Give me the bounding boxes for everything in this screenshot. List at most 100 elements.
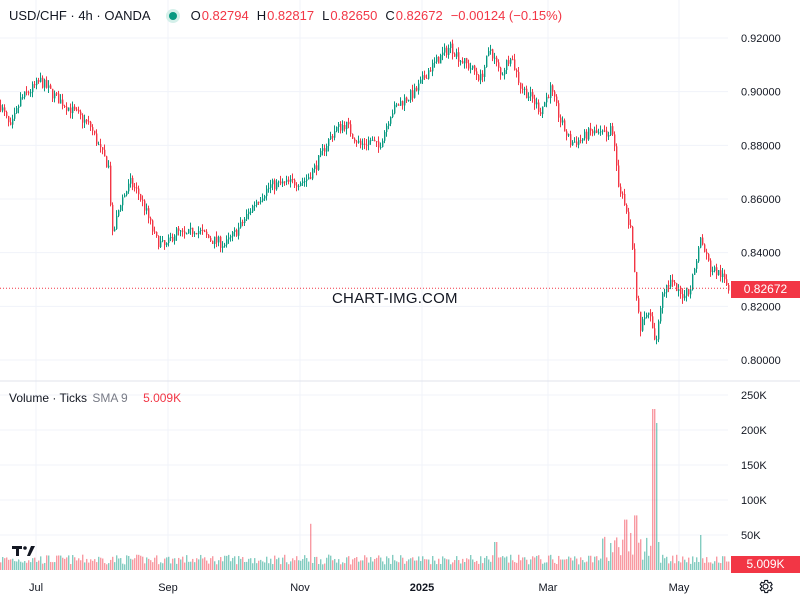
candle-body [140, 194, 142, 200]
volume-bar [146, 557, 148, 570]
volume-bar [172, 558, 174, 570]
candle-body [670, 279, 672, 287]
candle-body [46, 79, 48, 88]
volume-bar [204, 557, 206, 570]
candle-body [226, 239, 228, 245]
volume-bar [540, 559, 542, 570]
volume-bar [416, 560, 418, 570]
volume-bar [220, 557, 222, 570]
volume-bar [66, 557, 68, 570]
volume-bar [216, 564, 218, 570]
volume-bar [222, 561, 224, 570]
volume-bar [316, 556, 318, 570]
volume-bar [118, 558, 120, 570]
volume-bar [242, 557, 244, 570]
candle-body [86, 119, 88, 122]
volume-bar [556, 564, 558, 570]
volume-bar [498, 557, 500, 570]
candle-body [214, 236, 216, 244]
candle-body [560, 117, 562, 123]
candle-body [62, 99, 64, 107]
volume-bar [150, 560, 152, 570]
candle-body [686, 289, 688, 296]
volume-bar [286, 562, 288, 570]
volume-bar [274, 555, 276, 570]
candle-body [488, 50, 490, 56]
volume-bar [230, 561, 232, 570]
volume-bar [196, 558, 198, 570]
volume-bar [174, 558, 176, 570]
candle-body [356, 141, 358, 143]
candle-body [316, 165, 318, 170]
volume-bar [54, 562, 56, 570]
candle-body [332, 136, 334, 138]
candle-body [70, 107, 72, 114]
candle-body [652, 316, 654, 329]
volume-bar [438, 558, 440, 570]
candle-body [36, 79, 38, 86]
volume-bar [32, 558, 34, 570]
candle-body [144, 200, 146, 211]
candle-body [274, 180, 276, 190]
candle-body [412, 90, 414, 98]
volume-bar [240, 558, 242, 570]
candle-body [286, 179, 288, 182]
volume-bar [500, 557, 502, 570]
candle-body [358, 140, 360, 143]
volume-bar [612, 552, 614, 570]
volume-bar [404, 563, 406, 570]
candle-body [294, 179, 296, 186]
volume-bar [610, 543, 612, 570]
candle-body [336, 126, 338, 132]
candle-body [506, 60, 508, 71]
price-tick-label: 0.88000 [741, 140, 781, 152]
volume-tick-label: 100K [741, 495, 767, 507]
candle-body [572, 142, 574, 146]
volume-bar [602, 538, 604, 570]
candle-body [496, 57, 498, 63]
candle-body [88, 121, 90, 123]
volume-bar [306, 558, 308, 570]
volume-legend[interactable]: Volume · Ticks SMA 9 5.009K [9, 391, 181, 405]
volume-bar [78, 558, 80, 570]
candle-body [198, 231, 200, 235]
candle-body [494, 57, 496, 59]
volume-bar [680, 562, 682, 570]
candle-body [302, 181, 304, 184]
volume-bar [22, 562, 24, 570]
volume-bar [626, 519, 628, 570]
market-status-dot[interactable] [168, 11, 177, 20]
candle-body [118, 210, 120, 216]
candle-body [662, 293, 664, 308]
volume-bar [226, 555, 228, 570]
candle-body [112, 204, 114, 232]
candle-body [450, 43, 452, 49]
candle-body [110, 165, 112, 205]
gear-icon[interactable] [757, 578, 774, 595]
candle-body [664, 292, 666, 294]
candle-body [472, 65, 474, 69]
volume-bar [456, 556, 458, 570]
candle-body [196, 233, 198, 235]
volume-bar [14, 561, 16, 570]
candle-body [672, 279, 674, 282]
candle-body [446, 47, 448, 55]
candle-body [566, 131, 568, 136]
candle-body [22, 97, 24, 99]
candle-body [564, 120, 566, 132]
candle-body [104, 149, 106, 157]
symbol-title[interactable]: USD/CHF · 4h · OANDA [9, 8, 151, 23]
volume-bar [56, 555, 58, 570]
candle-body [392, 113, 394, 118]
candle-body [550, 85, 552, 99]
volume-bar [354, 557, 356, 570]
tradingview-logo-icon[interactable] [9, 539, 39, 561]
candle-body [228, 237, 230, 240]
candle-body [656, 339, 658, 341]
volume-bar [200, 554, 202, 570]
candle-body [634, 248, 636, 273]
last-price-tag: 0.82672 [731, 281, 800, 298]
volume-bar [708, 562, 710, 570]
volume-bar [120, 558, 122, 570]
